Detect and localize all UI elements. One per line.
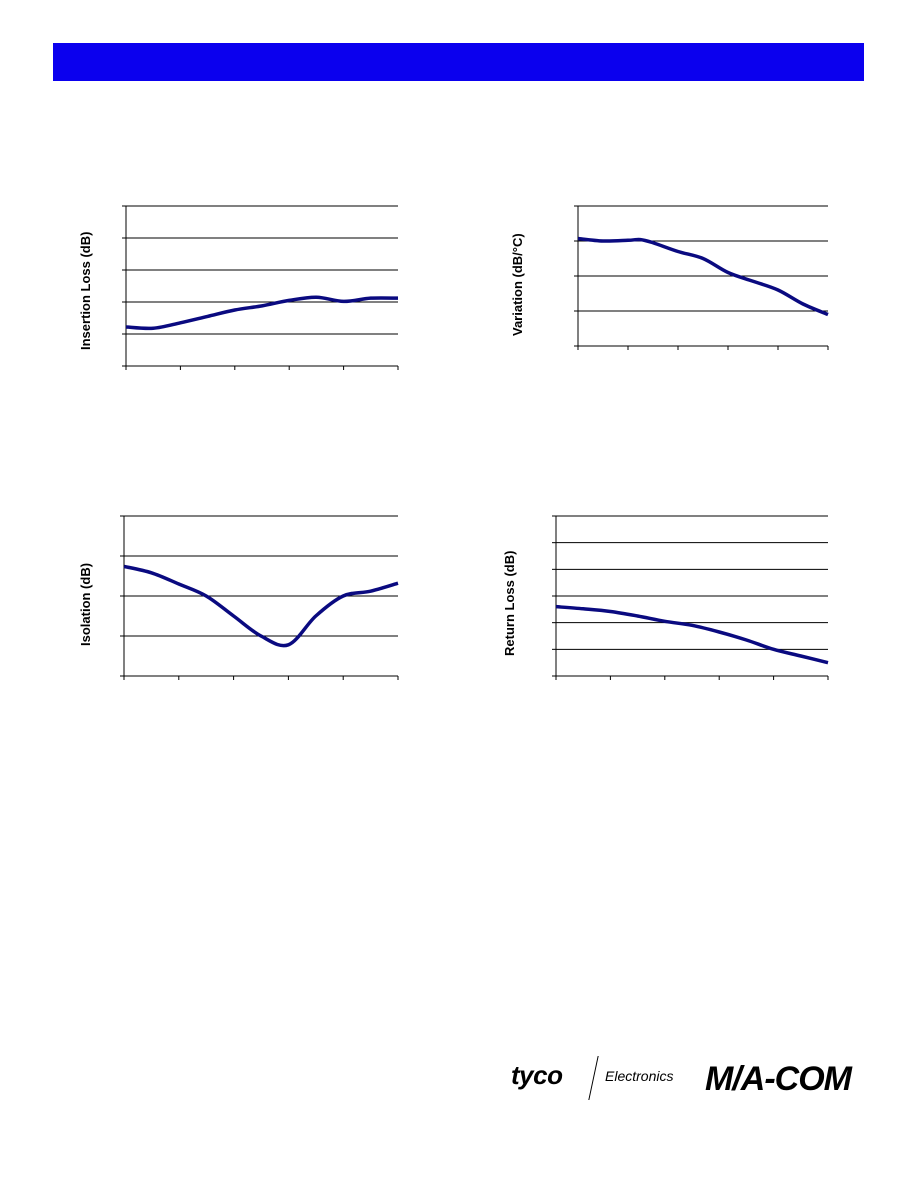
variation-plot bbox=[574, 205, 829, 350]
logos: tyco Electronics M/A-COM bbox=[505, 1050, 865, 1110]
logo-divider bbox=[588, 1056, 599, 1100]
return-loss-series-line bbox=[555, 604, 829, 665]
header-bar bbox=[53, 43, 864, 81]
isolation-plot bbox=[120, 515, 399, 680]
insertion-loss-plot bbox=[122, 205, 399, 370]
return-loss-chart: Return Loss (dB) bbox=[500, 510, 840, 690]
macom-logo: M/A-COM bbox=[705, 1060, 852, 1098]
insertion-loss-chart: Insertion Loss (dB) bbox=[70, 200, 410, 380]
isolation-series-line bbox=[123, 564, 399, 648]
return-loss-plot bbox=[552, 515, 829, 680]
electronics-logo-text: Electronics bbox=[605, 1068, 674, 1084]
variation-chart: Variation (dB/°C) bbox=[500, 200, 840, 360]
tyco-logo: tyco bbox=[511, 1060, 563, 1090]
isolation-chart: Isolation (dB) bbox=[70, 510, 410, 690]
insertion-loss-series-line bbox=[125, 295, 399, 331]
variation-series-line bbox=[577, 236, 829, 317]
